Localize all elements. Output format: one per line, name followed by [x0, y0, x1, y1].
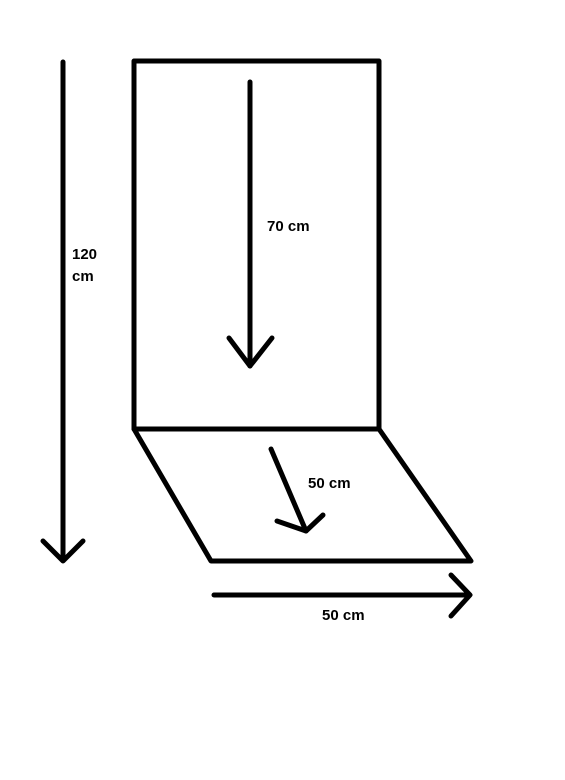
back-height-label: 70 cm [267, 218, 310, 235]
total-height-value: 120 cm [72, 246, 98, 285]
width-label: 50 cm [322, 607, 365, 624]
total-height-label: 120 cm [72, 244, 112, 288]
width-arrow [211, 572, 473, 619]
back-height-arrow [226, 79, 275, 369]
seat-depth-label: 50 cm [308, 475, 351, 492]
seat-panel [131, 426, 474, 564]
backrest-panel [131, 58, 382, 432]
seat-depth-arrow [268, 446, 326, 534]
total-height-arrow [40, 59, 86, 564]
